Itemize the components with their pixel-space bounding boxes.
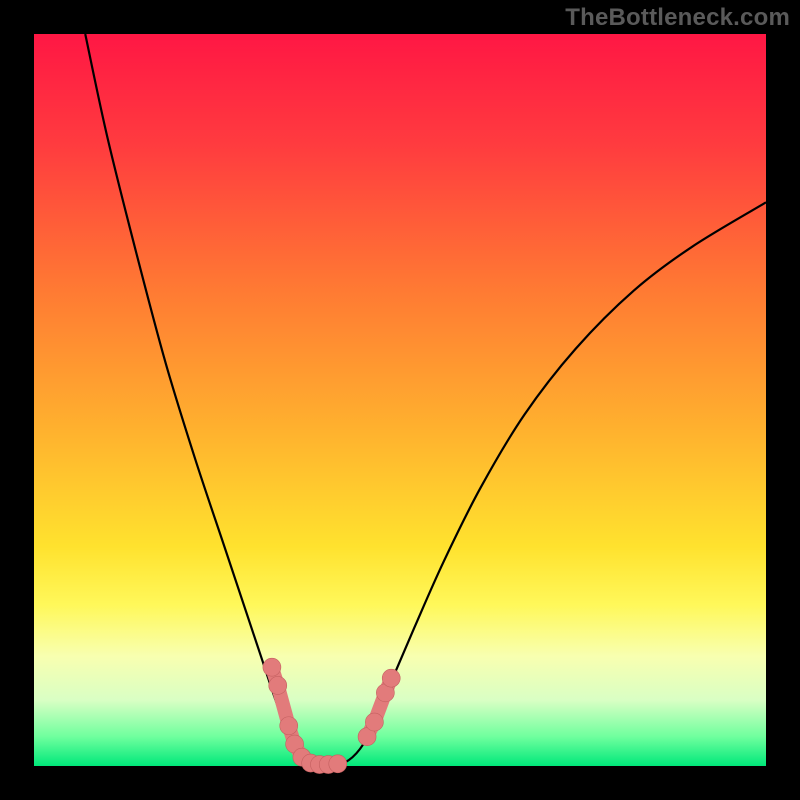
- marker-left-point: [329, 755, 347, 773]
- plot-background: [34, 34, 766, 766]
- marker-left-point: [263, 658, 281, 676]
- marker-right-point: [365, 713, 383, 731]
- chart-frame: TheBottleneck.com: [0, 0, 800, 800]
- marker-right-point: [382, 669, 400, 687]
- marker-left-point: [269, 676, 287, 694]
- watermark-text: TheBottleneck.com: [565, 4, 790, 32]
- marker-left-point: [280, 717, 298, 735]
- bottleneck-chart: [0, 0, 800, 800]
